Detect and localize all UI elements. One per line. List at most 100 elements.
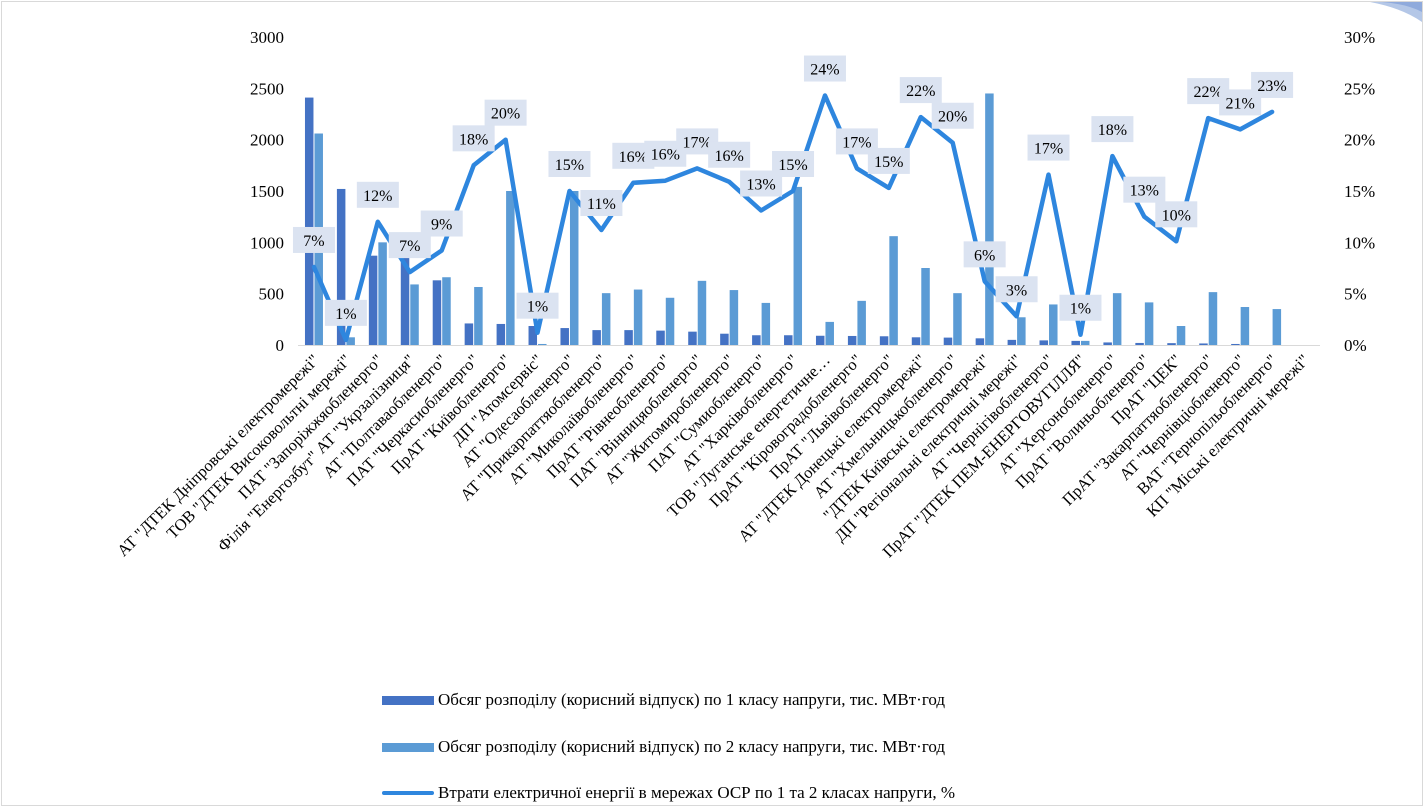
data-labels: 7%1%12%7%9%18%20%1%15%11%16% 16%17%16%13%… [292,55,1294,326]
bar-series-2 [729,290,739,345]
legend-item-series-1: Обсяг розподілу (корисний відпуск) по 1 … [382,690,945,710]
bar-series-1 [1231,343,1240,345]
right-axis-tick: 15% [1344,182,1375,201]
data-label-box [516,292,559,319]
data-label-text: 3% [1006,282,1027,299]
bar-series-1 [911,337,921,345]
data-label-text: 7% [399,238,420,255]
bar-series-1 [656,330,665,345]
right-axis-tick: 20% [1344,131,1375,150]
bar-series-1 [1135,342,1144,345]
bar-series-1 [1071,340,1080,345]
bar-series-1 [304,97,314,345]
data-label-text: 20% [938,109,967,126]
bar-series-2 [601,293,611,345]
bar-series-2 [921,268,930,345]
data-label-box [995,276,1038,303]
bar-series-2 [1080,340,1090,345]
data-label-box [899,77,942,104]
bar-series-1 [879,336,889,345]
left-axis-tick: 1000 [250,233,284,252]
data-label-box [580,190,623,217]
right-axis-tick: 25% [1344,79,1375,98]
data-label: 18% [1091,116,1134,143]
bar-series-2 [761,302,771,345]
legend-item-series-3: Втрати електричної енергії в мережах ОСР… [382,783,955,803]
data-label-text: 13% [746,177,775,194]
data-label-text: 16% [619,149,648,166]
data-label-text: 17% [1034,141,1063,158]
bar-series-2 [1208,292,1218,345]
bar-series-2 [633,289,643,345]
data-label-box [420,210,463,237]
data-label-text: 17% [842,134,871,151]
right-axis-tick: 10% [1344,233,1375,252]
data-label-box [708,141,751,168]
legend-item-series-2: Обсяг розподілу (корисний відпуск) по 2 … [382,737,945,757]
data-label-box [867,147,910,174]
legend-swatch-series-1 [382,695,434,705]
legend-label-series-1: Обсяг розподілу (корисний відпуск) по 1 … [438,690,946,709]
bar-series-2 [474,286,483,345]
data-label-text: 21% [1225,95,1254,112]
data-label: 24% [803,55,846,82]
data-label-text: 22% [906,83,935,100]
data-label: 7% [292,226,335,253]
bar-series-2 [697,280,707,345]
data-label-text: 15% [778,157,807,174]
right-axis: 30% 25% 20% 15% 10% 5% 0% [1344,28,1375,355]
right-axis-tick: 5% [1344,285,1367,304]
data-label: 18% [452,125,495,152]
bar-series-1 [368,255,378,345]
data-label: 20% [931,102,974,129]
left-axis-tick: 2500 [250,79,284,98]
legend-swatch-series-3 [382,791,434,795]
bar-series-2 [825,321,834,345]
left-axis-tick: 3000 [250,28,284,47]
data-label-box [772,151,815,177]
bar-series-2 [1176,326,1186,345]
legend-swatch-series-2 [382,742,434,752]
data-label-box [292,226,335,253]
bar-series-2 [1240,307,1250,345]
bar-series-1 [432,280,442,345]
bar-series-2 [1144,302,1154,345]
data-label: 15% [867,147,910,174]
bar-series-1 [1167,343,1176,345]
data-label-text: 1% [1070,301,1091,318]
left-axis-tick: 0 [276,336,285,355]
data-label-box [548,151,591,177]
bar-series-1 [560,328,569,345]
left-axis-tick: 500 [259,285,285,304]
data-label-text: 1% [335,306,356,323]
data-label-box [324,299,367,326]
data-label: 15% [548,151,591,177]
bar-series-2 [410,284,419,345]
data-label-box [803,55,846,82]
data-label: 13% [1123,176,1166,203]
bar-series-1 [592,330,601,345]
bar-series-1 [1007,339,1017,345]
bar-series-2 [889,236,898,345]
data-label-box [1059,294,1102,321]
data-label-box [1155,201,1198,228]
data-label: 16% [708,141,751,168]
data-label: 11% [580,190,623,217]
data-label: 7% [388,232,431,259]
right-axis-tick: 30% [1344,28,1375,47]
legend-label-series-3: Втрати електричної енергії в мережах ОСР… [438,783,956,802]
data-label-text: 18% [459,131,488,148]
bar-series-1 [400,254,410,345]
bar-series-2 [1112,293,1122,345]
right-axis-tick: 0% [1344,336,1367,355]
data-label-box [1251,71,1294,98]
data-label-text: 17% [683,134,712,151]
data-label: 1% [324,299,367,326]
bar-series-1 [496,323,506,345]
bar-series-2 [1017,317,1026,345]
loss-line-series [311,93,1275,343]
bar-series-1 [815,335,825,345]
data-label-text: 15% [555,157,584,174]
data-label-text: 13% [1130,183,1159,200]
bar-series-1 [943,337,953,345]
